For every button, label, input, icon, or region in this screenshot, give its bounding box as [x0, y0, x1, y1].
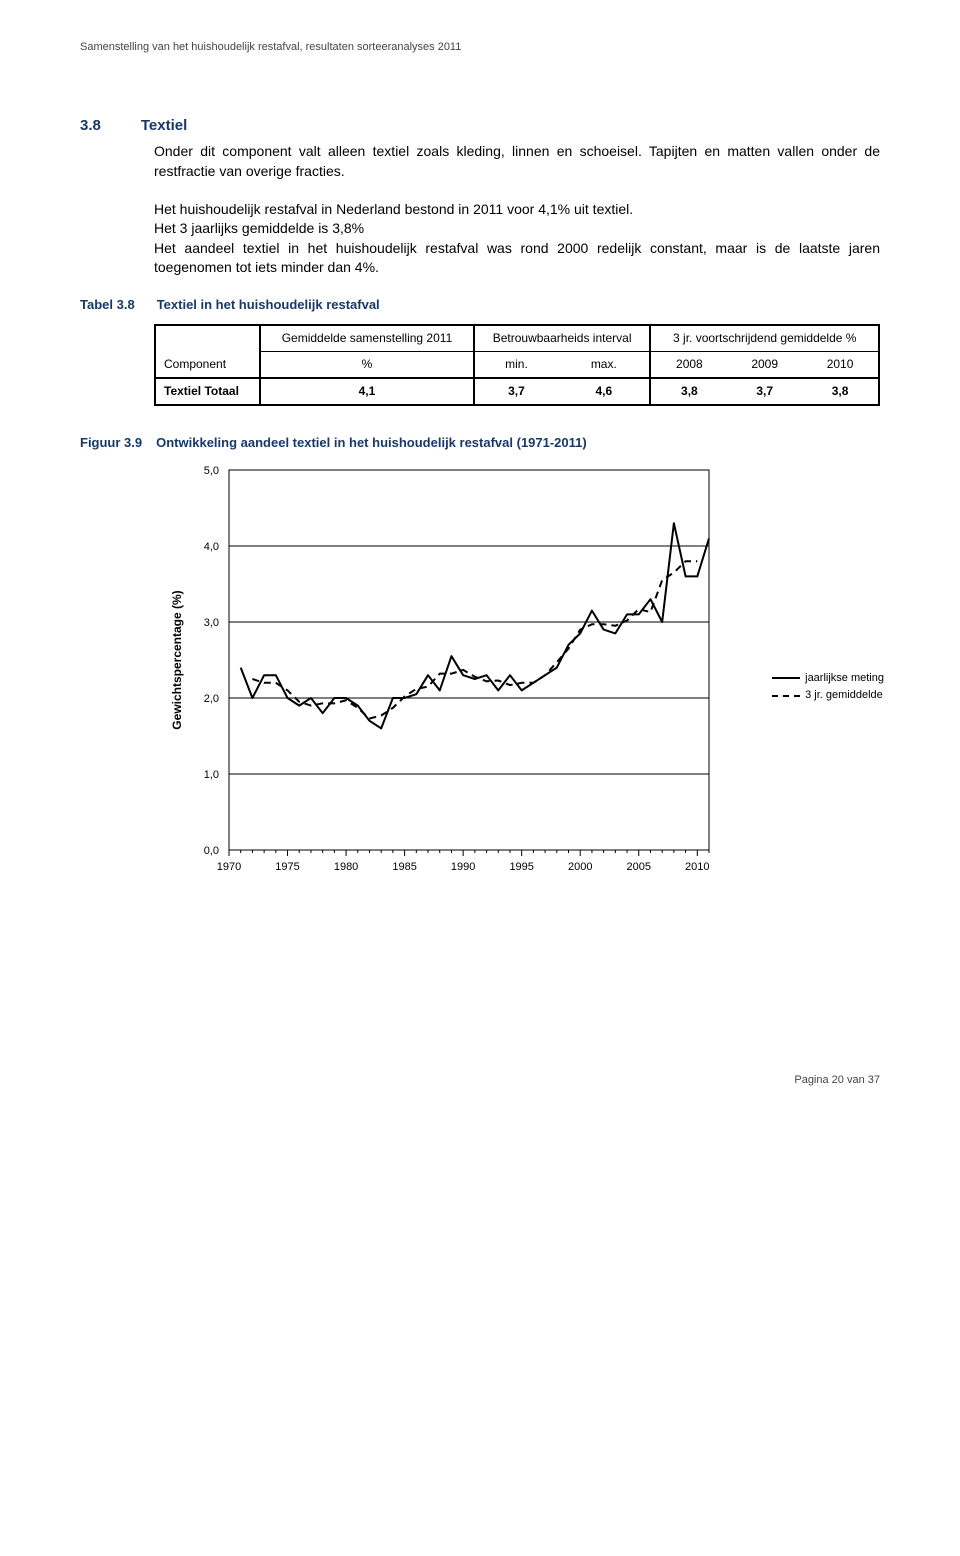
svg-text:1980: 1980	[334, 861, 358, 873]
table-header: min.	[474, 351, 558, 377]
svg-text:2000: 2000	[568, 861, 592, 873]
table-cell: 3,7	[474, 378, 558, 405]
legend-item: 3 jr. gemiddelde	[772, 688, 884, 703]
paragraph: Het huishoudelijk restafval in Nederland…	[154, 200, 880, 278]
table-header: Component	[155, 351, 260, 377]
table-header: Gemiddelde samenstelling 2011	[260, 325, 474, 351]
table-header-blank	[155, 325, 260, 351]
figure-caption-text: Ontwikkeling aandeel textiel in het huis…	[156, 434, 587, 452]
section-number: 3.8	[80, 115, 101, 136]
table-header: 2009	[727, 351, 802, 377]
svg-text:2005: 2005	[627, 861, 651, 873]
legend-swatch-dash	[772, 695, 800, 697]
table-cell: 3,8	[802, 378, 879, 405]
table-header: 2010	[802, 351, 879, 377]
page-footer: Pagina 20 van 37	[80, 1073, 880, 1088]
legend-label: jaarlijkse meting	[805, 671, 884, 686]
table-cell: 4,1	[260, 378, 474, 405]
table-row: Textiel Totaal 4,1 3,7 4,6 3,8 3,7 3,8	[155, 378, 879, 405]
table-header: %	[260, 351, 474, 377]
table-cell: 3,7	[727, 378, 802, 405]
chart-svg: 0,0 1,0 2,0 3,0 4,0 5,0 1970 1975 1980 1985 1990 19…	[154, 458, 844, 888]
svg-text:1975: 1975	[275, 861, 299, 873]
table-cell: 3,8	[650, 378, 727, 405]
svg-text:2,0: 2,0	[204, 693, 219, 705]
running-header: Samenstelling van het huishoudelijk rest…	[80, 40, 880, 55]
table-cell: Textiel Totaal	[155, 378, 260, 405]
legend-item: jaarlijkse meting	[772, 671, 884, 686]
sentence: Het huishoudelijk restafval in Nederland…	[154, 201, 633, 217]
table-caption-label: Tabel 3.8	[80, 296, 135, 314]
table-header: max.	[558, 351, 650, 377]
table-caption: Tabel 3.8 Textiel in het huishoudelijk r…	[80, 296, 880, 314]
figure-caption: Figuur 3.9 Ontwikkeling aandeel textiel …	[80, 434, 880, 452]
svg-text:1970: 1970	[217, 861, 241, 873]
svg-text:3,0: 3,0	[204, 617, 219, 629]
svg-text:5,0: 5,0	[204, 465, 219, 477]
table-header: 3 jr. voortschrijdend gemiddelde %	[650, 325, 879, 351]
table-header: 2008	[650, 351, 727, 377]
section-title: Textiel	[141, 115, 187, 136]
svg-text:1995: 1995	[509, 861, 533, 873]
svg-text:Gewichtspercentage (%): Gewichtspercentage (%)	[170, 590, 184, 729]
table-header: Betrouwbaarheids interval	[474, 325, 651, 351]
data-table: Gemiddelde samenstelling 2011 Betrouwbaa…	[154, 324, 880, 405]
table-cell: 4,6	[558, 378, 650, 405]
section-heading: 3.8 Textiel	[80, 115, 880, 136]
svg-text:1985: 1985	[392, 861, 416, 873]
svg-text:1,0: 1,0	[204, 769, 219, 781]
table-caption-text: Textiel in het huishoudelijk restafval	[157, 296, 380, 314]
line-chart: 0,0 1,0 2,0 3,0 4,0 5,0 1970 1975 1980 1985 1990 19…	[154, 458, 880, 894]
chart-legend: jaarlijkse meting 3 jr. gemiddelde	[766, 667, 890, 710]
sentence: Het 3 jaarlijks gemiddelde is 3,8%	[154, 220, 364, 236]
svg-text:1990: 1990	[451, 861, 475, 873]
legend-label: 3 jr. gemiddelde	[805, 688, 883, 703]
legend-swatch-solid	[772, 677, 800, 679]
svg-text:4,0: 4,0	[204, 541, 219, 553]
svg-text:0,0: 0,0	[204, 845, 219, 857]
figure-caption-label: Figuur 3.9	[80, 434, 142, 452]
sentence: Het aandeel textiel in het huishoudelijk…	[154, 240, 880, 276]
svg-text:2010: 2010	[685, 861, 709, 873]
paragraph: Onder dit component valt alleen textiel …	[154, 142, 880, 181]
